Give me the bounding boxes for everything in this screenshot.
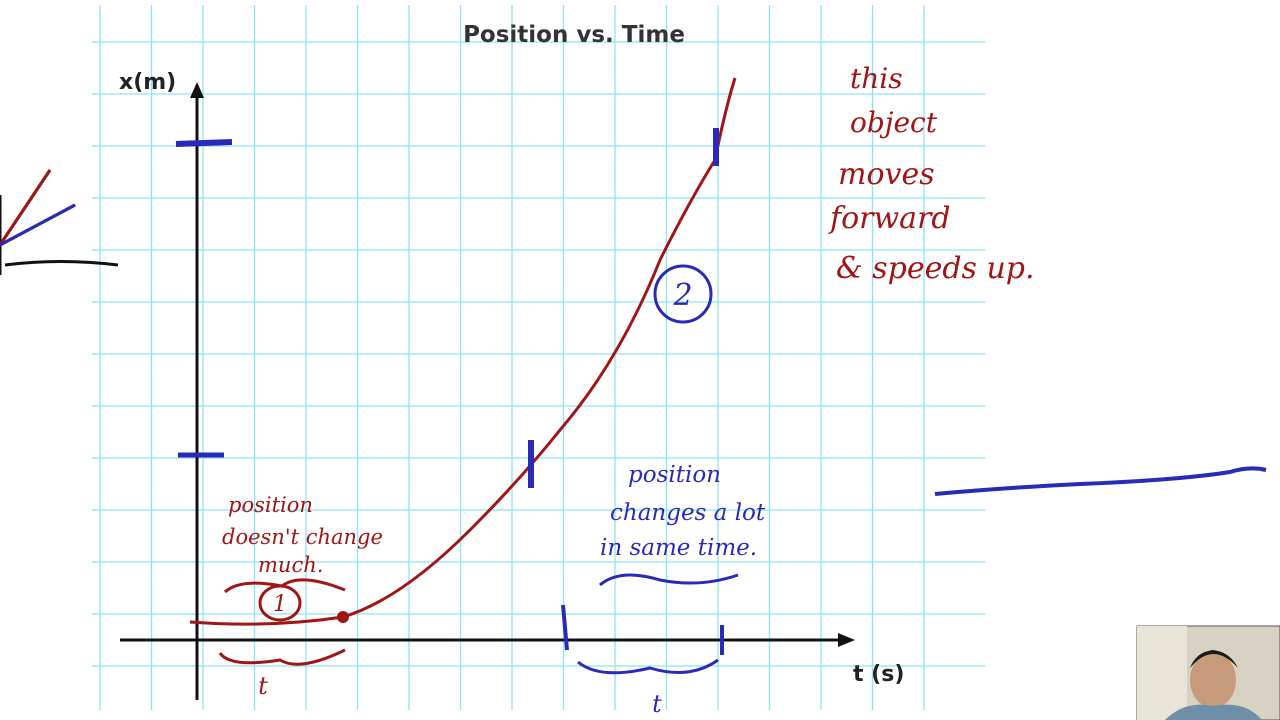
segment-label: 1 [273,592,287,617]
note-1-line: position [228,493,313,517]
stroke [934,466,1267,496]
interval-mark [561,604,569,651]
interval-label: t [258,672,268,700]
webcam-inset [1136,625,1280,720]
side-note-line: object [850,106,938,139]
y-axis-arrow [190,82,204,98]
circle-label [258,584,302,622]
side-note-line: forward [828,201,951,236]
side-note-line: moves [838,157,935,192]
x-axis-arrow [838,633,855,647]
interval-label: t [652,690,662,718]
brace [599,573,739,587]
y-mark [175,139,233,147]
note-2-line: changes a lot [610,500,766,526]
note-2-line: in same time. [600,535,757,561]
sketch [0,169,52,246]
side-note-line: & speeds up. [836,251,1035,286]
grid-paper [92,5,985,710]
y-axis-label: x(m) [119,70,176,95]
brace [577,658,719,675]
title: Position vs. Time [463,22,685,48]
x-axis-label: t (s) [853,662,904,687]
note-1-line: doesn't change [222,525,383,549]
sketch [0,203,76,247]
side-note-line: this [850,62,903,95]
brace [218,648,346,666]
point [337,611,349,623]
segment-label: 2 [672,278,692,313]
circle-label [653,264,713,324]
note-1-line: much. [258,553,323,577]
note-2-line: position [628,462,721,488]
